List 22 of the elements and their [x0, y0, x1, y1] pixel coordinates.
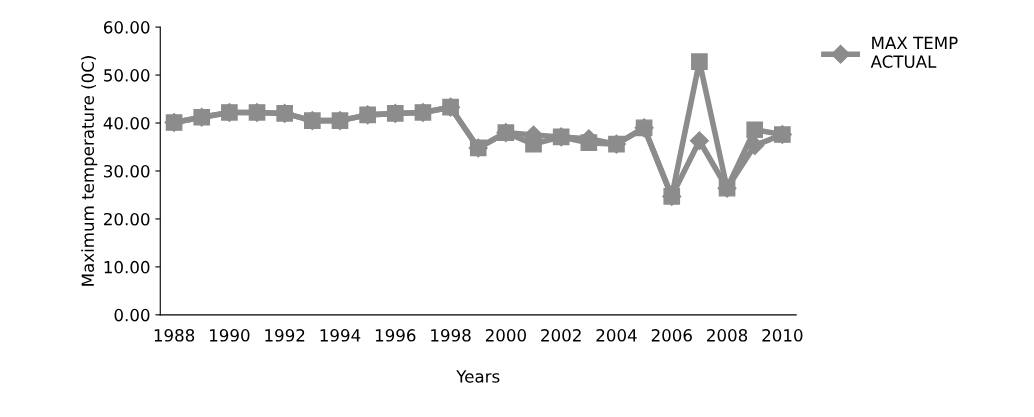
- y-tick-label: 40.00: [103, 116, 150, 130]
- y-tick-label: 60.00: [104, 21, 150, 34]
- y-tick-label: 30.00: [104, 164, 150, 178]
- y-axis-title: Maximum temperature (0C): [81, 56, 98, 286]
- x-tick-label: 2006: [651, 329, 692, 342]
- x-tick-label: 1998: [431, 329, 471, 342]
- legend-label: MAX TEMP ACTUAL: [870, 36, 958, 68]
- x-tick-label: 1994: [320, 329, 361, 342]
- x-tick-label: 2000: [485, 329, 526, 342]
- x-tick-label: 1988: [154, 329, 195, 342]
- x-tick-label: 1992: [265, 329, 305, 342]
- x-tick-label: 2008: [707, 329, 748, 342]
- x-tick-label: 2010: [762, 329, 803, 342]
- y-tick-label: 20.00: [104, 212, 150, 226]
- x-tick-label: 1996: [375, 329, 416, 342]
- x-tick-label: 2002: [541, 329, 581, 342]
- x-axis-title: Years: [456, 370, 500, 383]
- y-tick-label: 50.00: [104, 69, 150, 82]
- y-tick-label: 0.00: [114, 308, 150, 322]
- y-tick-label: 10.00: [104, 260, 150, 274]
- x-tick-label: 2004: [596, 329, 637, 342]
- x-tick-label: 1990: [210, 329, 250, 342]
